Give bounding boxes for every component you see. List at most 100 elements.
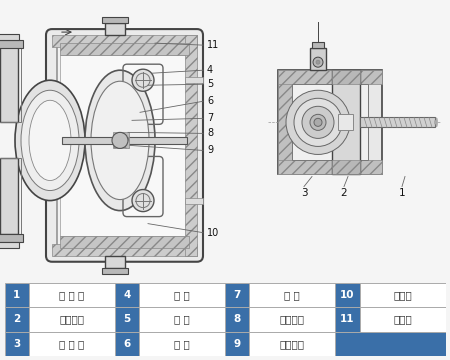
Bar bbox=[335, 332, 446, 356]
Bar bbox=[225, 307, 249, 332]
Bar bbox=[139, 283, 225, 307]
Bar bbox=[225, 283, 249, 307]
Bar bbox=[338, 114, 353, 130]
Text: 8: 8 bbox=[234, 315, 241, 324]
Bar bbox=[278, 70, 382, 84]
Text: 进 气 口: 进 气 口 bbox=[59, 290, 85, 300]
Circle shape bbox=[302, 106, 334, 138]
Bar bbox=[4, 307, 29, 332]
Ellipse shape bbox=[29, 100, 71, 180]
Bar bbox=[29, 283, 115, 307]
Text: 配 气 阀: 配 气 阀 bbox=[59, 339, 85, 349]
Circle shape bbox=[316, 60, 320, 64]
Text: 11: 11 bbox=[207, 40, 219, 50]
Bar bbox=[335, 307, 360, 332]
Text: 9: 9 bbox=[234, 339, 241, 349]
Text: 10: 10 bbox=[207, 228, 219, 238]
Bar bbox=[0, 40, 23, 48]
Bar bbox=[292, 84, 368, 161]
Text: 7: 7 bbox=[234, 290, 241, 300]
Bar bbox=[52, 35, 197, 47]
Bar bbox=[312, 42, 324, 48]
Bar bbox=[102, 17, 128, 23]
Text: 3: 3 bbox=[301, 188, 307, 198]
Bar bbox=[4, 332, 29, 356]
Text: 5: 5 bbox=[207, 79, 213, 89]
Circle shape bbox=[310, 114, 326, 130]
Text: 5: 5 bbox=[123, 315, 130, 324]
Text: 中间支架: 中间支架 bbox=[280, 339, 305, 349]
Bar bbox=[60, 236, 189, 248]
Bar bbox=[278, 70, 292, 175]
Bar bbox=[29, 307, 115, 332]
Circle shape bbox=[132, 189, 154, 212]
Bar bbox=[278, 70, 382, 175]
Text: 排气口: 排气口 bbox=[393, 315, 412, 324]
Bar bbox=[335, 283, 360, 307]
Circle shape bbox=[294, 98, 342, 147]
Bar bbox=[249, 283, 335, 307]
Text: 配气阀体: 配气阀体 bbox=[59, 315, 84, 324]
Text: 9: 9 bbox=[207, 145, 213, 156]
Circle shape bbox=[286, 90, 350, 154]
Bar bbox=[0, 158, 18, 234]
Circle shape bbox=[314, 118, 322, 126]
Bar bbox=[0, 47, 21, 122]
Bar bbox=[360, 117, 435, 127]
Bar bbox=[249, 307, 335, 332]
Text: 1: 1 bbox=[13, 290, 20, 300]
Bar bbox=[0, 242, 19, 248]
Bar bbox=[62, 137, 187, 144]
Text: 连杆铜套: 连杆铜套 bbox=[280, 315, 305, 324]
Bar bbox=[4, 283, 29, 307]
Circle shape bbox=[313, 57, 323, 67]
Bar bbox=[113, 132, 129, 148]
Bar bbox=[332, 70, 360, 175]
Bar bbox=[102, 268, 128, 274]
Text: 1: 1 bbox=[399, 188, 405, 198]
Text: 6: 6 bbox=[207, 96, 213, 106]
Text: 泵进口: 泵进口 bbox=[393, 290, 412, 300]
Ellipse shape bbox=[85, 70, 155, 211]
Bar bbox=[332, 70, 360, 84]
Ellipse shape bbox=[15, 80, 85, 201]
Bar bbox=[0, 34, 19, 40]
Bar bbox=[360, 283, 446, 307]
FancyBboxPatch shape bbox=[57, 40, 192, 251]
Bar bbox=[115, 283, 139, 307]
Bar bbox=[105, 23, 125, 35]
Text: 3: 3 bbox=[13, 339, 20, 349]
Bar bbox=[225, 332, 249, 356]
Text: 8: 8 bbox=[207, 129, 213, 138]
Bar bbox=[185, 77, 203, 83]
Circle shape bbox=[112, 132, 128, 148]
Bar bbox=[0, 234, 23, 242]
Bar bbox=[52, 244, 197, 256]
Bar bbox=[0, 47, 18, 122]
Bar bbox=[60, 43, 189, 55]
Text: 4: 4 bbox=[207, 65, 213, 75]
Ellipse shape bbox=[21, 90, 79, 190]
Text: 2: 2 bbox=[341, 188, 347, 198]
Text: 7: 7 bbox=[207, 113, 213, 123]
Text: 连 杆: 连 杆 bbox=[284, 290, 300, 300]
Bar bbox=[139, 307, 225, 332]
Text: 球 座: 球 座 bbox=[174, 315, 190, 324]
Bar bbox=[115, 307, 139, 332]
Bar bbox=[249, 332, 335, 356]
Ellipse shape bbox=[91, 81, 149, 199]
Text: 11: 11 bbox=[340, 315, 355, 324]
Bar bbox=[29, 332, 115, 356]
Bar bbox=[310, 48, 326, 70]
FancyBboxPatch shape bbox=[46, 29, 203, 262]
Bar bbox=[0, 158, 21, 234]
Bar bbox=[185, 198, 203, 203]
Text: 10: 10 bbox=[340, 290, 355, 300]
Bar bbox=[115, 332, 139, 356]
Text: 圆 球: 圆 球 bbox=[174, 290, 190, 300]
Bar bbox=[185, 35, 197, 256]
Text: 4: 4 bbox=[123, 290, 130, 300]
Text: 6: 6 bbox=[123, 339, 130, 349]
Text: 隔 膜: 隔 膜 bbox=[174, 339, 190, 349]
Bar bbox=[105, 256, 125, 268]
